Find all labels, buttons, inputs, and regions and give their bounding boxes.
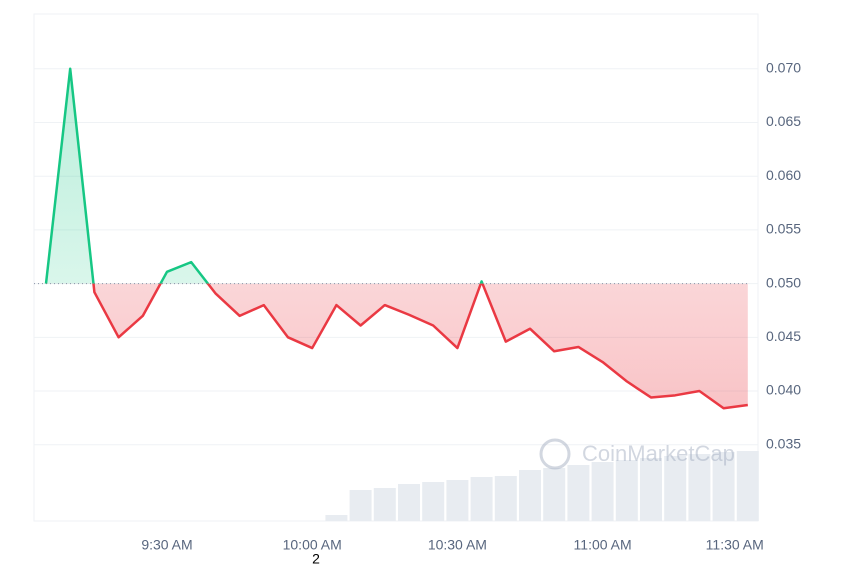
watermark-text: CoinMarketCap <box>582 441 735 466</box>
plot-frame <box>33 13 759 522</box>
x-tick-label: 10:00 AM <box>283 537 342 553</box>
x-tick-label: 9:30 AM <box>141 537 192 553</box>
y-tick-label: 0.045 <box>766 328 801 344</box>
volume-bar <box>325 515 348 521</box>
volume-bar <box>470 477 493 521</box>
volume-bar <box>446 480 469 521</box>
volume-bar <box>422 482 445 521</box>
volume-bar <box>640 458 662 521</box>
volume-bar <box>373 488 396 521</box>
y-tick-label: 0.035 <box>766 435 801 451</box>
volume-bar <box>736 451 759 521</box>
volume-bar <box>519 470 541 521</box>
y-tick-label: 0.055 <box>766 221 801 237</box>
volume-bar <box>398 484 420 521</box>
annotation: 2 <box>312 551 320 567</box>
y-tick-label: 0.060 <box>766 167 801 183</box>
volume-bar <box>664 456 687 521</box>
volume-bar <box>349 490 372 521</box>
price-line-down <box>46 283 748 410</box>
volume-bar <box>543 468 566 521</box>
price-line-up <box>44 67 484 284</box>
volume-bar <box>712 452 735 521</box>
volume-bar <box>615 460 638 521</box>
area-down <box>93 283 748 409</box>
y-tick-label: 0.070 <box>766 59 801 75</box>
watermark: CoinMarketCap <box>539 438 735 470</box>
x-tick-label: 11:30 AM <box>706 537 764 553</box>
x-tick-label: 11:00 AM <box>574 537 632 553</box>
volume-bar <box>567 465 590 521</box>
y-tick-label: 0.050 <box>766 274 801 290</box>
y-tick-label: 0.065 <box>766 113 801 129</box>
x-tick-label: 10:30 AM <box>428 537 487 553</box>
volume-bar <box>688 454 711 521</box>
volume-bar <box>494 476 517 521</box>
y-tick-label: 0.040 <box>766 382 801 398</box>
volume-bar <box>591 462 614 521</box>
